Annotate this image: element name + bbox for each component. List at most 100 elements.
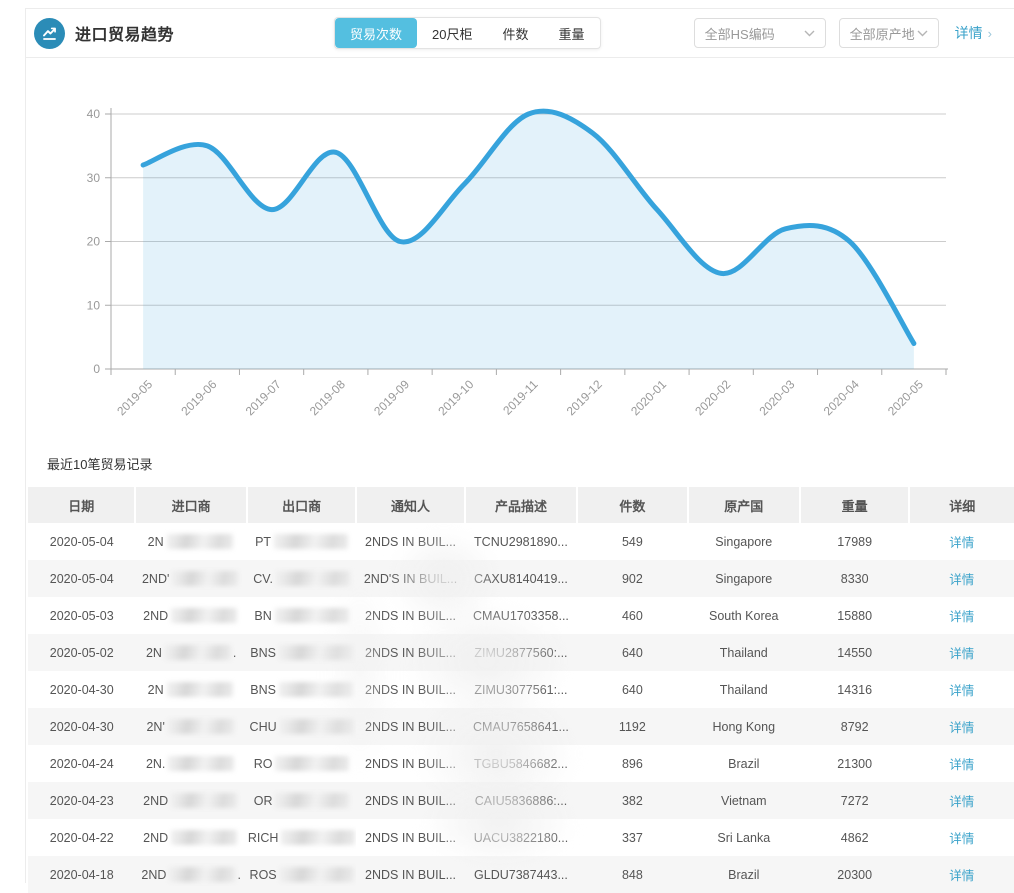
metric-tab[interactable]: 件数 xyxy=(488,18,544,48)
cell-product: ZIMU2877560:... xyxy=(474,645,568,660)
cell-exporter: BN xyxy=(247,597,356,634)
cell-product: CAXU8140419... xyxy=(474,571,568,586)
cell-exporter: CV. xyxy=(247,560,356,597)
table-row: 2020-04-23 2ND OR 2NDS IN BUIL... CAIU58… xyxy=(28,782,1014,819)
cell-exporter: OR xyxy=(247,782,356,819)
cell-weight: 14316 xyxy=(837,682,873,697)
x-axis-label: 2019-12 xyxy=(564,377,605,418)
cell-pieces: 640 xyxy=(621,682,643,697)
cell-origin: Singapore xyxy=(715,534,773,549)
cell-notify: 2ND'S IN BUIL... xyxy=(363,571,458,586)
table-row: 2020-05-02 2N. BNS 2NDS IN BUIL... ZIMU2… xyxy=(28,634,1014,671)
column-header: 产品描述 xyxy=(463,487,578,523)
origin-select-value: 全部原产地 xyxy=(849,26,915,42)
column-header: 详细 xyxy=(908,487,1014,523)
detail-link[interactable]: 详情 xyxy=(949,610,975,624)
table-row: 2020-04-30 2N BNS 2NDS IN BUIL... ZIMU30… xyxy=(28,671,1014,708)
detail-link[interactable]: 详情 xyxy=(949,573,975,587)
detail-link[interactable]: 详情 xyxy=(949,647,975,661)
x-axis-label: 2019-06 xyxy=(178,377,219,418)
redacted-text xyxy=(279,719,354,734)
cell-detail: 详情 xyxy=(909,782,1014,819)
table-row: 2020-05-04 2N PT 2NDS IN BUIL... TCNU298… xyxy=(28,523,1014,560)
cell-importer: 2ND. xyxy=(141,867,241,882)
x-axis-label: 2019-10 xyxy=(435,377,476,418)
cell-importer: 2ND xyxy=(135,597,246,634)
cell-detail: 详情 xyxy=(909,634,1014,671)
cell-date: 2020-05-04 xyxy=(49,534,114,549)
cell-notify: 2NDS IN BUIL... xyxy=(365,867,457,882)
cell-importer: 2N xyxy=(135,523,246,560)
cell-origin: South Korea xyxy=(709,608,779,623)
column-header: 进口商 xyxy=(134,487,247,523)
redacted-text xyxy=(278,682,353,697)
metric-tab[interactable]: 20尺柜 xyxy=(417,18,487,48)
detail-link[interactable]: 详情 xyxy=(949,869,975,883)
cell-notify: 2NDS IN BUIL... xyxy=(365,534,457,549)
hs-code-select[interactable]: 全部HS编码 xyxy=(693,18,826,48)
x-axis-label: 2019-07 xyxy=(243,377,284,418)
x-axis-label: 2020-01 xyxy=(628,377,669,418)
cell-origin: Singapore xyxy=(715,571,773,586)
detail-link[interactable]: 详情 xyxy=(949,721,975,735)
cell-exporter: CHU xyxy=(247,708,356,745)
chevron-down-icon xyxy=(804,30,815,36)
detail-link[interactable]: 详情 xyxy=(949,795,975,809)
hs-code-select-value: 全部HS编码 xyxy=(704,26,775,42)
detail-link[interactable]: 详情 xyxy=(949,758,975,772)
cell-product: CMAU1703358... xyxy=(473,608,569,623)
cell-date: 2020-05-04 xyxy=(49,571,114,586)
cell-weight: 17989 xyxy=(837,534,873,549)
column-header: 原产国 xyxy=(686,487,800,523)
redacted-text xyxy=(167,719,234,734)
cell-importer: 2N xyxy=(135,671,246,708)
recent-trades-section: 最近10笔贸易记录 日期 进口商 出口商 通知人 产品描述 件数 原产国 重量 详细 2020-… xyxy=(26,454,1014,893)
metric-tab[interactable]: 重量 xyxy=(544,18,600,48)
y-axis-label: 0 xyxy=(93,362,100,376)
cell-notify: 2NDS IN BUIL... xyxy=(365,719,457,734)
cell-date: 2020-04-30 xyxy=(49,719,114,734)
y-axis-label: 30 xyxy=(87,171,101,185)
cell-product: CAIU5836886:... xyxy=(474,793,568,808)
cell-detail: 详情 xyxy=(909,819,1014,856)
trend-chart: 0 10 20 30 40 2019-05 2019-06 2019-07 2019-08 201… xyxy=(26,58,1014,446)
detail-link[interactable]: 详情 xyxy=(949,832,975,846)
table-header-row: 日期 进口商 出口商 通知人 产品描述 件数 原产国 重量 详细 xyxy=(28,487,1014,523)
redacted-text xyxy=(171,830,238,845)
x-axis-label: 2020-04 xyxy=(821,377,862,418)
cell-notify: 2NDS IN BUIL... xyxy=(365,830,457,845)
cell-importer: 2ND xyxy=(135,819,246,856)
x-axis-label: 2019-09 xyxy=(371,377,412,418)
redacted-text xyxy=(166,534,233,549)
cell-notify: 2NDS IN BUIL... xyxy=(365,793,457,808)
redacted-text xyxy=(279,867,354,882)
origin-select[interactable]: 全部原产地 xyxy=(838,18,939,48)
details-link[interactable]: 详情 › xyxy=(955,23,992,43)
cell-pieces: 902 xyxy=(621,571,643,586)
details-link-label: 详情 xyxy=(954,25,983,41)
cell-weight: 8792 xyxy=(840,719,869,734)
cell-exporter: ROS xyxy=(247,856,356,893)
redacted-text xyxy=(171,793,238,808)
import-trend-card: 进口贸易趋势 贸易次数 20尺柜 件数 重量 全部HS编码 全部原产地 详情 › 0 1… xyxy=(25,8,1014,893)
cell-pieces: 1192 xyxy=(618,719,646,734)
cell-product: TCNU2981890... xyxy=(474,534,568,549)
metric-tab[interactable]: 贸易次数 xyxy=(335,18,418,48)
detail-link[interactable]: 详情 xyxy=(949,536,975,550)
redacted-text xyxy=(278,645,353,660)
cell-importer: 2N' xyxy=(135,708,246,745)
cell-importer: 2N. xyxy=(135,745,246,782)
cell-date: 2020-04-22 xyxy=(49,830,114,845)
cell-pieces: 896 xyxy=(621,756,643,771)
redacted-text xyxy=(274,608,349,623)
detail-link[interactable]: 详情 xyxy=(949,684,975,698)
cell-notify: 2NDS IN BUIL... xyxy=(365,756,457,771)
cell-origin: Vietnam xyxy=(720,793,767,808)
redacted-text xyxy=(168,756,235,771)
card-header: 进口贸易趋势 贸易次数 20尺柜 件数 重量 全部HS编码 全部原产地 详情 › xyxy=(26,9,1014,58)
section-title: 最近10笔贸易记录 xyxy=(47,457,153,472)
column-header: 重量 xyxy=(798,487,910,523)
trend-line-icon xyxy=(34,17,65,49)
cell-product: GLDU7387443... xyxy=(474,867,568,882)
chevron-right-icon: › xyxy=(987,25,992,41)
